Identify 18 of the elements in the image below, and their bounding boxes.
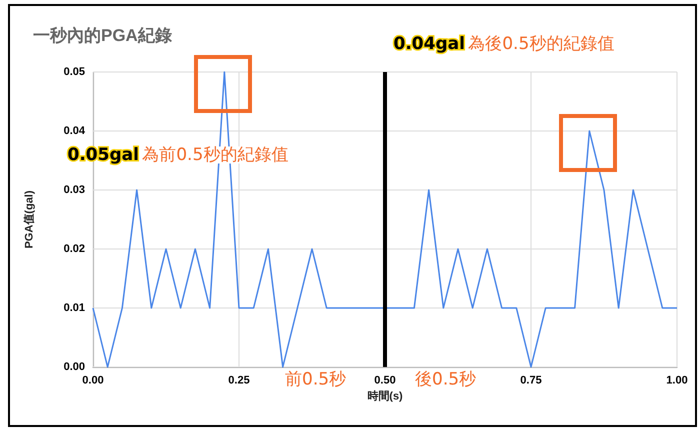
y-tick-label: 0.03: [64, 184, 85, 196]
y-axis-title: PGA值(gal): [24, 190, 36, 249]
x-tick-label: 0.75: [520, 374, 542, 386]
x-tick-label: 1.00: [666, 374, 688, 386]
x-axis-title: 時間(s): [367, 390, 404, 402]
y-tick-label: 0.01: [64, 302, 85, 314]
y-tick-label: 0.02: [64, 243, 85, 255]
text: 前0.5秒: [285, 370, 346, 390]
text: 後0.5秒: [415, 370, 476, 390]
chart-title: 一秒內的PGA紀錄: [33, 26, 172, 45]
annotation: 0.05gal 為前0.5秒的紀錄值: [68, 145, 288, 165]
x-tick-label: 0.50: [374, 374, 396, 386]
x-tick-label: 0.00: [82, 374, 104, 386]
text: 0.04gal 為後0.5秒的紀錄值: [394, 34, 614, 54]
y-tick-label: 0.00: [64, 361, 85, 373]
y-tick-label: 0.04: [64, 125, 86, 137]
x-tick-label: 0.25: [228, 374, 250, 386]
y-tick-label: 0.05: [64, 66, 85, 78]
